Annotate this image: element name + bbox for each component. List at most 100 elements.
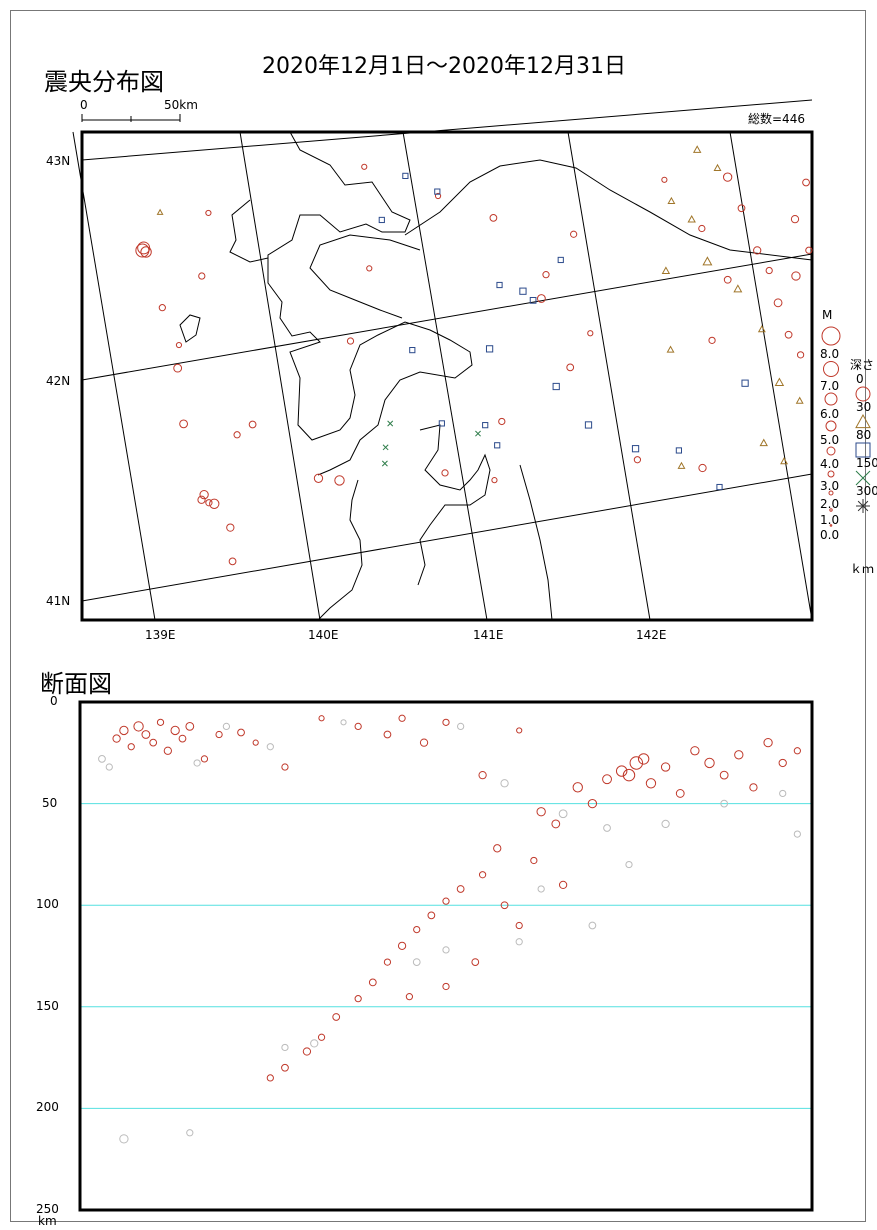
map-frame bbox=[80, 130, 814, 622]
map-point-80-9 bbox=[519, 287, 527, 295]
section-point-gray-13 bbox=[793, 830, 801, 838]
legend-magnitude-label-1: 7.0 bbox=[820, 378, 840, 393]
section-point-0-27 bbox=[587, 798, 598, 809]
map-point-0-12 bbox=[205, 209, 212, 217]
map-point-30-26 bbox=[677, 461, 686, 469]
section-point-0-42 bbox=[778, 758, 787, 768]
section-point-0-32 bbox=[637, 753, 650, 765]
map-point-0-54 bbox=[570, 230, 578, 238]
map-point-80-10 bbox=[529, 296, 537, 304]
section-point-0-25 bbox=[551, 819, 561, 829]
section-depth-label-0: 0 bbox=[50, 694, 58, 708]
map-point-80-12 bbox=[485, 345, 494, 353]
coastline-shimokita bbox=[417, 424, 491, 586]
section-point-gray-11 bbox=[720, 799, 729, 808]
section-point-0-28 bbox=[602, 774, 612, 785]
section-point-0-35 bbox=[675, 789, 685, 798]
meridian-139e bbox=[72, 131, 156, 621]
map-point-80-8 bbox=[496, 281, 503, 289]
legend-depth-label-0: 0 bbox=[856, 372, 864, 386]
section-point-0-9 bbox=[178, 734, 187, 743]
section-depth-label-150: 150 bbox=[36, 998, 59, 1013]
map-point-0-46 bbox=[661, 176, 668, 183]
map-point-0-3 bbox=[158, 304, 166, 312]
legend-magnitude-label-5: 3.0 bbox=[820, 479, 840, 493]
legend-magnitude-label-7: 1.0 bbox=[820, 513, 840, 528]
section-point-0-13 bbox=[237, 728, 245, 737]
legend-magnitude-label-0: 8.0 bbox=[820, 347, 840, 361]
map-point-0-5 bbox=[199, 489, 209, 500]
section-point-0-51 bbox=[383, 958, 392, 966]
map-point-30-30 bbox=[156, 208, 164, 215]
map-point-0-47 bbox=[698, 224, 706, 233]
map-point-0-23 bbox=[489, 214, 498, 222]
map-point-0-40 bbox=[802, 178, 810, 187]
section-point-0-17 bbox=[354, 722, 362, 731]
map-point-0-4 bbox=[173, 363, 183, 373]
section-point-gray-2 bbox=[193, 759, 201, 767]
section-point-gray-0 bbox=[98, 755, 106, 763]
section-point-0-6 bbox=[156, 718, 165, 726]
coastline-hokkaido-west bbox=[267, 131, 473, 476]
legend-magnitude-label-3: 5.0 bbox=[820, 433, 840, 447]
section-point-0-38 bbox=[719, 770, 729, 780]
section-point-0-22 bbox=[478, 771, 487, 780]
map-point-0-50 bbox=[366, 265, 373, 272]
map-point-80-20 bbox=[716, 483, 723, 491]
map-point-80-16 bbox=[552, 382, 560, 391]
section-depth-label-200: 200 bbox=[36, 1100, 59, 1115]
section-point-0-41 bbox=[763, 737, 773, 748]
section-point-0-59 bbox=[500, 901, 509, 910]
map-point-0-29 bbox=[708, 336, 716, 344]
coastline-oshima-west bbox=[229, 199, 269, 263]
legend-depth-unit: ｋｍ bbox=[850, 562, 875, 576]
parallel-41n bbox=[81, 473, 813, 602]
coastline-lake-toya-bay bbox=[309, 234, 421, 319]
map-point-0-22 bbox=[498, 417, 506, 426]
map-point-0-7 bbox=[205, 499, 213, 507]
map-point-0-51 bbox=[346, 337, 355, 345]
section-point-0-49 bbox=[413, 925, 421, 934]
map-point-0-13 bbox=[179, 419, 189, 429]
map-point-0-19 bbox=[441, 469, 449, 477]
map-point-80-11 bbox=[557, 256, 564, 264]
map-point-80-17 bbox=[584, 421, 593, 429]
section-point-0-0 bbox=[112, 734, 121, 743]
map-point-30-13 bbox=[774, 377, 785, 387]
section-point-0-30 bbox=[622, 768, 636, 782]
section-point-0-5 bbox=[149, 738, 158, 747]
section-point-0-58 bbox=[266, 1074, 274, 1082]
section-point-0-4 bbox=[141, 730, 151, 739]
map-point-80-18 bbox=[631, 445, 640, 453]
legend-depth-label-4: 300 bbox=[856, 484, 877, 498]
map-point-0-25 bbox=[542, 271, 550, 279]
map-point-0-28 bbox=[698, 463, 707, 473]
parallel-42n bbox=[81, 253, 813, 381]
section-point-gray-20 bbox=[515, 938, 523, 946]
map-heading: 震央分布図 bbox=[44, 68, 164, 96]
coastline-okushiri bbox=[179, 314, 201, 343]
map-point-30-8 bbox=[702, 256, 713, 266]
legend-magnitude-label-4: 4.0 bbox=[820, 457, 840, 471]
map-point-0-48 bbox=[723, 275, 732, 284]
map-points bbox=[135, 145, 813, 566]
section-point-0-37 bbox=[704, 757, 715, 769]
map-point-30-6 bbox=[667, 196, 676, 205]
section-frame bbox=[78, 700, 814, 1212]
section-point-0-20 bbox=[419, 738, 429, 747]
total-count: 総数=446 bbox=[748, 112, 805, 126]
section-points bbox=[98, 714, 801, 1144]
section-point-0-64 bbox=[442, 982, 450, 991]
section-point-0-54 bbox=[332, 1013, 341, 1021]
map-point-0-24 bbox=[537, 294, 546, 303]
section-heading: 断面図 bbox=[40, 670, 112, 698]
map-point-150-2 bbox=[381, 460, 388, 467]
coastline-tsugaru bbox=[317, 479, 363, 621]
section-point-gray-23 bbox=[625, 860, 633, 869]
map-point-0-6 bbox=[197, 495, 206, 504]
coastline-pacific-south bbox=[519, 464, 553, 621]
lon-label-139e: 139E bbox=[145, 628, 176, 642]
section-point-0-52 bbox=[368, 978, 377, 987]
